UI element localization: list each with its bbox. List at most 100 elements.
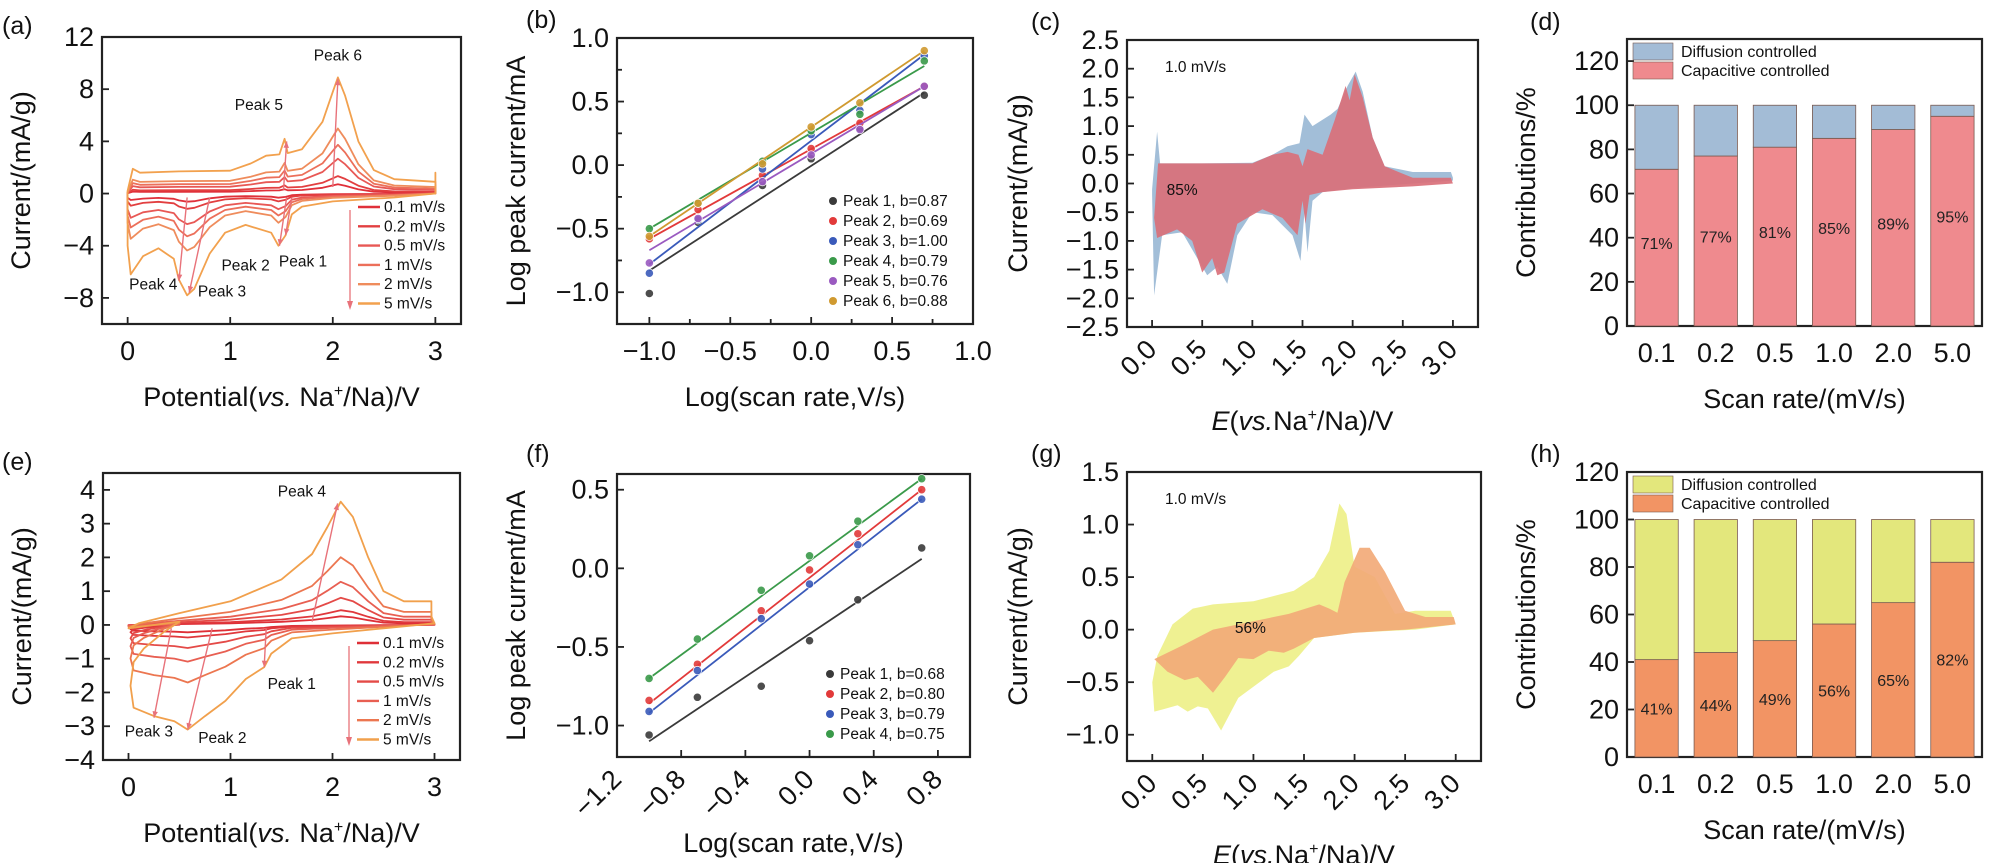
x-tick-label: 3.0: [1418, 768, 1466, 816]
x-tick-label: 5.0: [1934, 338, 1972, 368]
legend-label: Peak 2, b=0.69: [843, 213, 948, 230]
y-axis: 0 20 40 60 80 100 120: [1574, 46, 1634, 341]
data-point: [855, 124, 865, 135]
legend-marker: [826, 670, 834, 678]
legend-label: Peak 3, b=1.00: [843, 233, 948, 250]
panel-label: (a): [2, 12, 33, 40]
data-point: [692, 665, 702, 676]
panel-label: (h): [1530, 440, 1561, 468]
y-tick-label: 8: [79, 74, 94, 104]
x-tick-label: 0.5: [1756, 769, 1794, 799]
x-tick-label: 0.0: [1115, 768, 1163, 816]
x-tick-label: −0.4: [697, 764, 756, 823]
y-tick-label: 0.0: [571, 150, 609, 180]
bar-capacitive: [1634, 659, 1679, 758]
y-tick-label: 0: [1604, 311, 1619, 341]
bar-diffusion: [1752, 519, 1797, 642]
data-point: [804, 636, 815, 646]
y-tick-label: 20: [1589, 267, 1619, 297]
panel-label: (c): [1031, 8, 1060, 36]
legend-marker: [829, 297, 837, 305]
y-tick-label: −1: [64, 644, 95, 674]
legend-label: Peak 5, b=0.76: [843, 273, 948, 290]
x-axis-title-part: +: [1309, 841, 1318, 858]
x-tick-label: 0.0: [792, 336, 830, 366]
x-axis-title-part: (: [1230, 406, 1239, 436]
scan-rate-label: 1.0 mV/s: [1165, 59, 1226, 76]
x-axis-title-part: vs.: [1240, 840, 1275, 863]
bar-diffusion: [1930, 519, 1975, 563]
legend: 0.1 mV/s 0.2 mV/s 0.5 mV/s 1 mV/s 2 mV/s 5 mV…: [347, 199, 445, 313]
y-tick-label: 1.0: [1081, 111, 1119, 141]
x-tick-label: 2.0: [1874, 769, 1912, 799]
x-tick-label: 0.5: [1756, 338, 1794, 368]
y-tick-label: 4: [79, 126, 94, 156]
x-axis-title-part: Na: [292, 382, 335, 412]
y-tick-label: −0.5: [1066, 667, 1119, 697]
y-axis: −4 −3 −2−1 0 1 23 4: [64, 475, 110, 775]
bar-capacitive: [1930, 115, 1975, 327]
x-tick-label: 2.0: [1874, 338, 1912, 368]
data-point: [919, 56, 929, 66]
data-point: [644, 673, 654, 683]
x-axis-title-part: Potential(: [143, 382, 257, 412]
bar-value-label: 56%: [1818, 684, 1850, 701]
legend-label: 2 mV/s: [383, 712, 431, 729]
legend-label: Peak 1, b=0.87: [843, 193, 948, 210]
peak-annotation: Peak 2: [198, 730, 246, 747]
y-tick-label: 1.0: [571, 23, 609, 53]
peak-annotation: Peak 4: [129, 276, 178, 293]
y-tick-label: −4: [64, 745, 95, 775]
peak-arrow-head: [187, 285, 194, 293]
x-tick-label: 1.5: [1266, 768, 1314, 816]
y-tick-label: 100: [1574, 505, 1619, 535]
peak-annotation: Peak 2: [221, 258, 269, 275]
x-axis-title: Log(scan rate,V/s): [685, 382, 906, 412]
y-axis: 0 20 40 60 80 100 120: [1574, 457, 1634, 772]
bar-value-label: 95%: [1936, 210, 1968, 227]
panel-label: (f): [526, 440, 550, 468]
x-axis: 0 1 2 3: [120, 317, 443, 366]
y-tick-label: 0.5: [571, 87, 609, 117]
y-tick-label: −1.0: [1066, 720, 1119, 750]
series-group: [644, 474, 927, 743]
x-tick-label: 1: [223, 772, 238, 802]
y-axis-title: Current/(mA/g): [1003, 527, 1033, 706]
y-tick-label: 40: [1589, 223, 1619, 253]
x-axis-title-part: (: [1231, 840, 1240, 863]
x-axis: 0.0 0.5 1.0 1.5 2.0 2.5 3.0: [1115, 754, 1466, 816]
bar-value-label: 71%: [1641, 236, 1673, 253]
series-group: [644, 46, 929, 299]
legend-marker: [829, 217, 837, 225]
chart-panel-b: (b) −1.0 −0.5 0.0 0.5 1.0 −1.0 −0.5 0.0 0.5 1.0 Log…: [501, 6, 992, 412]
y-tick-label: −2.0: [1066, 283, 1119, 313]
y-tick-label: 100: [1574, 90, 1619, 120]
data-point: [757, 159, 768, 169]
x-tick-label: 3: [427, 772, 442, 802]
data-point: [644, 231, 654, 241]
bar-capacitive: [1930, 561, 1975, 758]
cv-curve-5-mV-s: [127, 500, 436, 731]
legend-label: Peak 4, b=0.75: [840, 726, 945, 743]
y-axis: −8 −4 0 4 8 12: [63, 22, 109, 313]
peak-arrow-head: [277, 238, 284, 246]
legend-label: Diffusion controlled: [1681, 44, 1817, 61]
chart-panel-d: (d) 0 20 40 60 80 100 120 0.1 0.2 0.5 1.0 2.0 5.0 Cont…: [1511, 8, 1984, 414]
legend-label: 0.5 mV/s: [383, 674, 444, 691]
data-point: [644, 695, 654, 706]
peak-arrow-line: [188, 197, 211, 293]
peak-annotation: Peak 1: [268, 676, 316, 693]
y-tick-label: −3: [64, 711, 95, 741]
y-axis: −1.0 −0.5 0.0 0.5 1.0 1.5: [1066, 457, 1134, 750]
legend-label: 0.1 mV/s: [384, 199, 445, 216]
y-tick-label: 1.5: [1081, 457, 1119, 487]
bars: 71% 77% 81% 85% 89% 95%: [1634, 104, 1975, 327]
bar-value-label: 49%: [1759, 692, 1791, 709]
y-tick-label: 12: [64, 22, 94, 52]
data-point: [855, 109, 865, 119]
data-point: [756, 614, 766, 624]
x-axis-title-part: vs.: [257, 818, 292, 848]
legend-label: Peak 3, b=0.79: [840, 706, 945, 723]
data-point: [804, 579, 815, 589]
capacitive-percent-label: 56%: [1235, 620, 1266, 637]
